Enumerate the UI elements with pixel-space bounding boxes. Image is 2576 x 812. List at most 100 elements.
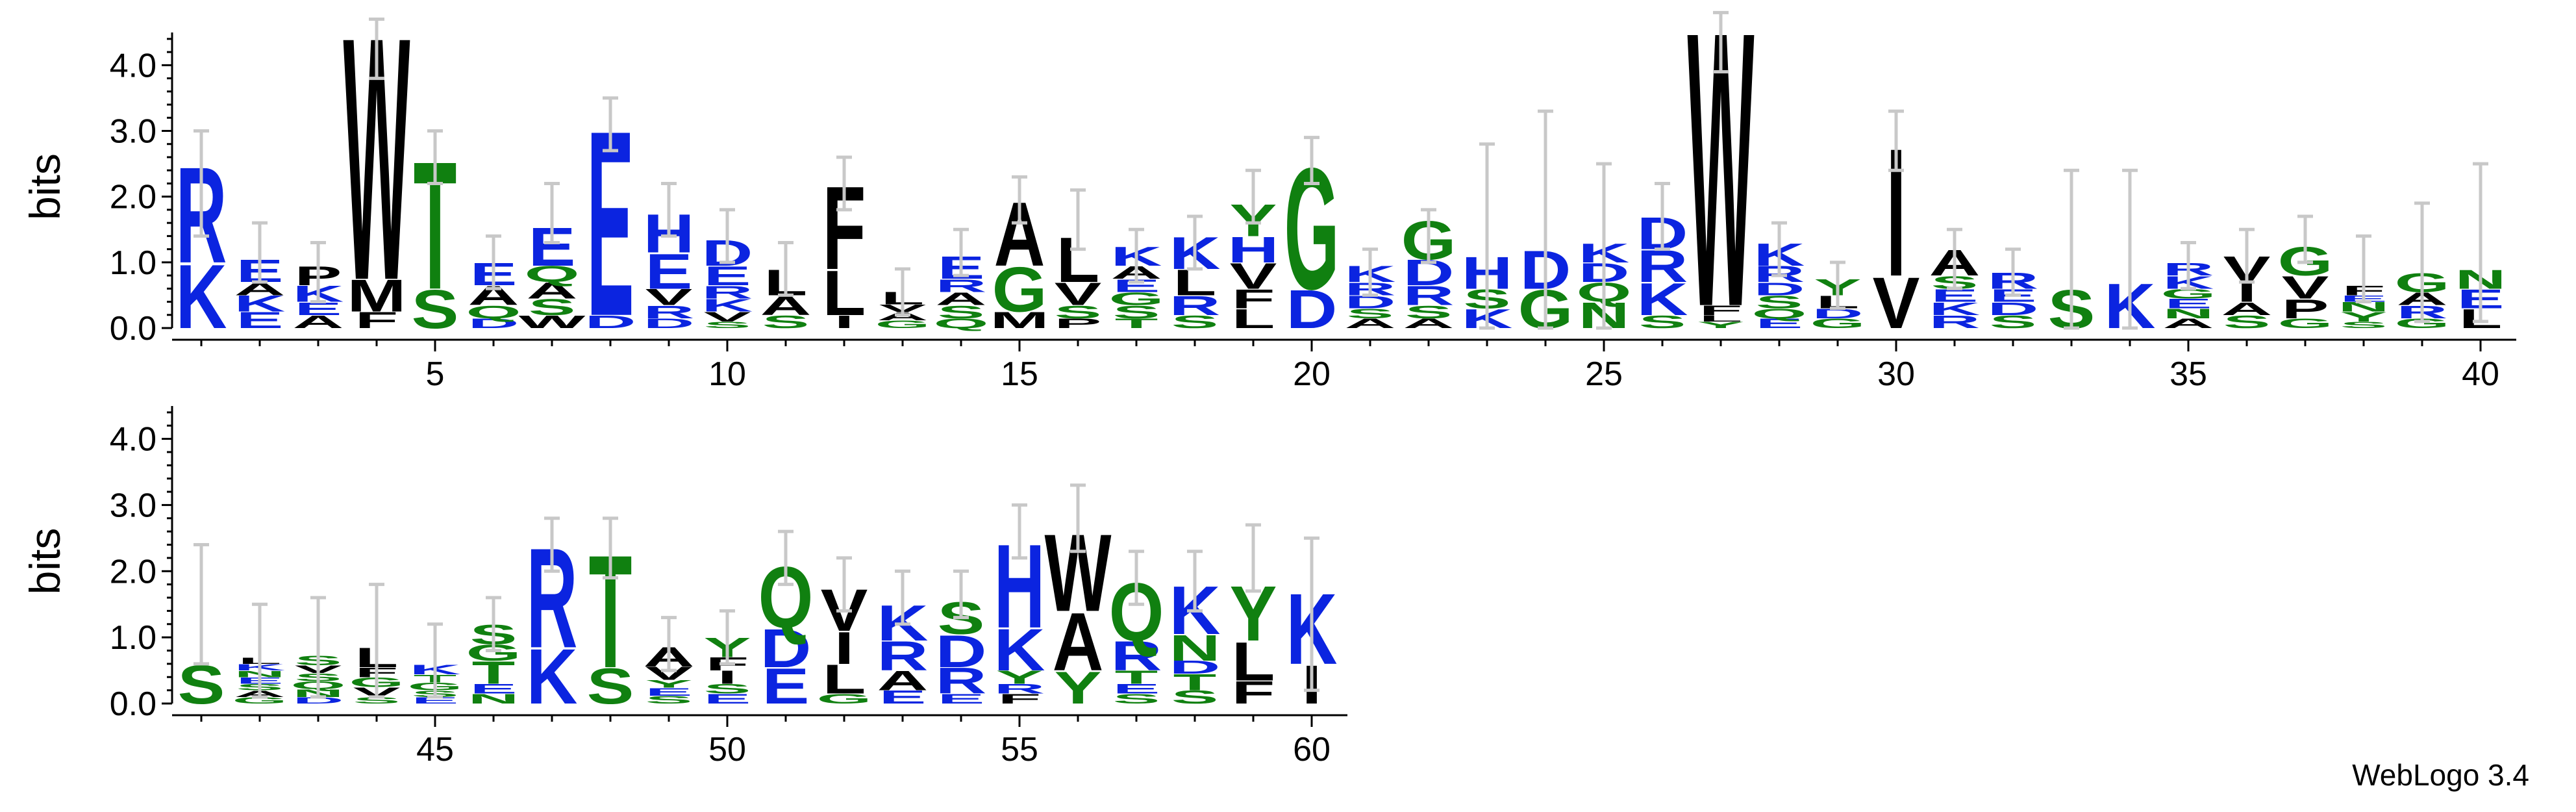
logo-letter: N <box>2338 299 2390 315</box>
logo-column-15: MGA <box>990 175 1049 333</box>
logo-letter: S <box>1113 691 1160 707</box>
logo-column-43: DNQSVS <box>291 596 345 705</box>
logo-letter: E <box>645 685 693 698</box>
logo-letter: Y <box>645 678 693 690</box>
logo-column-32: SDER <box>1988 247 2039 332</box>
logo-letter: E <box>938 691 985 707</box>
logo-letter: E <box>1113 681 1160 697</box>
x-tick-label: 40 <box>2462 355 2499 393</box>
logo-letter: G <box>232 695 288 705</box>
logo-letter: G <box>992 255 1047 326</box>
logo-column-53: EARK <box>877 569 928 707</box>
logo-letter: E <box>470 681 518 697</box>
logo-column-47: KR <box>527 516 578 720</box>
logo-letter: D <box>1988 298 2039 318</box>
logo-letter: R <box>1403 280 1455 311</box>
logo-letter: E <box>704 691 751 707</box>
logo-letter: V <box>1055 276 1102 312</box>
logo-letter: P <box>2282 294 2329 324</box>
logo-letter: K <box>234 292 286 317</box>
logo-letter: R <box>1169 290 1221 321</box>
logo-letter: K <box>527 633 578 720</box>
logo-letter: S <box>1639 312 1686 332</box>
logo-letter: S <box>587 658 634 715</box>
logo-letter: G <box>817 691 872 707</box>
logo-letter: S <box>353 695 401 705</box>
logo-column-4: FMW <box>344 0 411 353</box>
logo-letter: T <box>472 654 516 691</box>
logo-letter: M <box>347 271 406 322</box>
logo-letter: F <box>1232 283 1275 314</box>
logo-column-59: FLY <box>1230 523 1277 711</box>
logo-letter: G <box>1109 288 1164 309</box>
logo-letter: Q <box>525 262 580 287</box>
logo-letter: D <box>760 618 812 679</box>
logo-column-29: GDLY <box>1810 260 1865 331</box>
logo-letter: D <box>644 316 695 331</box>
logo-letter: S <box>2223 312 2271 332</box>
logo-column-39: GRAG <box>2395 201 2449 331</box>
logo-column-1: KR <box>176 129 227 348</box>
logo-column-20: DG <box>1284 132 1340 340</box>
logo-letter: E <box>762 658 810 715</box>
logo-letter: D <box>293 695 344 705</box>
logo-letter: E <box>704 260 751 291</box>
logo-letter: R <box>1929 312 1981 332</box>
logo-column-23: KSH <box>1462 142 1512 334</box>
logo-column-50: ESIFY <box>704 609 751 707</box>
x-tick-label: 45 <box>416 731 454 768</box>
logo-letter: S <box>1113 301 1160 322</box>
y-axis-label: bits <box>21 153 69 220</box>
logo-letter: H <box>1228 229 1279 270</box>
logo-letter: T <box>1115 667 1158 688</box>
logo-letter: S <box>645 694 693 706</box>
logo-letter: W <box>519 312 586 332</box>
y-tick-label: 3.0 <box>110 113 156 151</box>
logo-column-60: IK <box>1286 536 1337 715</box>
logo-column-51: EDQ <box>758 529 813 715</box>
logo-letter: S <box>529 295 576 320</box>
logo-letter: R <box>702 282 753 302</box>
logo-letter: L <box>1232 631 1275 692</box>
logo-letter: Q <box>466 301 521 322</box>
logo-letter: S <box>412 279 459 340</box>
logo-letter: S <box>938 301 985 322</box>
logo-letter: A <box>293 312 344 332</box>
logo-letter: Y <box>1697 320 1745 331</box>
logo-letter: R <box>994 681 1045 697</box>
y-tick-label: 1.0 <box>110 244 156 282</box>
logo-letter: K <box>994 617 1045 683</box>
logo-letter: A <box>1053 596 1104 689</box>
logo-column-56: YAW <box>1045 483 1112 713</box>
logo-letter: K <box>702 295 753 315</box>
logo-letter: R <box>936 661 987 702</box>
logo-column-5: ST <box>412 124 459 340</box>
logo-letter: K <box>1929 298 1981 318</box>
x-tick-label: 10 <box>708 355 746 393</box>
y-tick-label: 4.0 <box>110 421 156 459</box>
logo-column-3: AEKP <box>293 240 344 332</box>
logo-letter: D <box>936 626 987 677</box>
x-tick-label: 35 <box>2170 355 2207 393</box>
logo-letter: A <box>2163 316 2214 331</box>
logo-letter: E <box>2165 296 2212 312</box>
logo-column-30: VI <box>1873 109 1920 344</box>
